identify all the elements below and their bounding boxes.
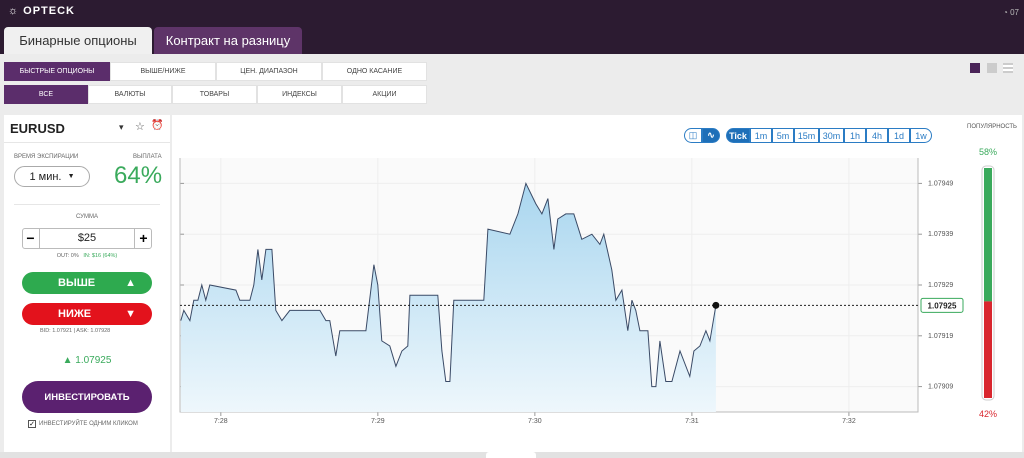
y-tick-label: 1.07929	[928, 282, 953, 289]
timeframe[interactable]: 1h	[844, 128, 866, 143]
tab-active[interactable]: Бинарные опционы	[4, 27, 152, 54]
invest-button[interactable]: ИНВЕСТИРОВАТЬ	[22, 381, 152, 413]
amount-label: СУММА	[76, 214, 98, 220]
asset-filter[interactable]: ВСЕ	[4, 85, 88, 104]
in: IN: $16 (64%)	[83, 253, 118, 259]
minus[interactable]: −	[22, 228, 40, 249]
bid-ask: BID: 1.07921 | ASK: 1.07928	[40, 328, 111, 334]
divider	[4, 142, 170, 143]
timeframe[interactable]: 30m	[819, 128, 844, 143]
clock: ◔ 07	[1003, 8, 1019, 17]
payout: 64%	[114, 162, 163, 189]
divider	[14, 204, 160, 205]
popularity-title: ПОПУЛЯРНОСТЬ	[967, 124, 1017, 130]
out-in: OUT: 0% IN: $16 (64%)	[4, 253, 170, 259]
timeframe[interactable]: Tick	[726, 128, 750, 143]
timeframe[interactable]: 1w	[910, 128, 932, 143]
expiry-label: ВРЕМЯ ЭКСПИРАЦИИ	[14, 154, 79, 160]
amount: $25	[77, 232, 97, 244]
area	[180, 183, 716, 412]
asset-filter[interactable]: ВАЛЮТЫ	[88, 85, 172, 104]
popularity-up	[984, 168, 992, 302]
x-tick-label: 7:28	[214, 418, 228, 425]
down-button[interactable]: НИЖЕ ▼	[22, 303, 152, 325]
y-tick-label: 1.07909	[928, 384, 953, 391]
current-price-label: 1.07925	[928, 301, 957, 310]
popularity-down-label: 42%	[979, 409, 997, 419]
down-arrow: ▼	[125, 308, 136, 320]
drawer-handle[interactable]	[486, 452, 536, 458]
view-list[interactable]	[1003, 63, 1013, 73]
asset-dropdown[interactable]: ▾	[119, 122, 124, 132]
expiry: 1 мин.	[29, 170, 62, 183]
x-tick-label: 7:32	[842, 418, 856, 425]
logo[interactable]: ☼ OPTECK	[8, 5, 75, 17]
line-toggle[interactable]: ∿	[702, 128, 720, 143]
view-grid[interactable]	[987, 63, 997, 73]
price: ▲ 1.07925	[62, 355, 112, 366]
expiry-select[interactable]: 1 мин. ▼	[14, 166, 90, 187]
plus[interactable]: +	[134, 228, 152, 249]
option-type[interactable]: ВЫШЕ/НИЖЕ	[110, 62, 216, 81]
time: 07	[1010, 8, 1019, 17]
view-single[interactable]	[970, 63, 980, 73]
alarm[interactable]: ⏰	[151, 120, 164, 131]
timeframe[interactable]: 4h	[866, 128, 888, 143]
last-point	[712, 301, 720, 309]
asset-filter[interactable]: ИНДЕКСЫ	[257, 85, 342, 104]
logo-text: OPTECK	[23, 5, 75, 17]
tab[interactable]: Контракт на разницу	[154, 27, 302, 54]
payout-label: ВЫПЛАТА	[133, 154, 162, 160]
option-type[interactable]: БЫСТРЫЕ ОПЦИОНЫ	[4, 62, 110, 81]
y-tick-label: 1.07939	[928, 231, 953, 238]
asset-filter[interactable]: ТОВАРЫ	[172, 85, 257, 104]
down-label: НИЖЕ	[58, 308, 92, 320]
up-arrow: ▲	[125, 277, 136, 289]
y-tick-label: 1.07949	[928, 180, 953, 187]
option-type[interactable]: ОДНО КАСАНИЕ	[322, 62, 427, 81]
option-type[interactable]: ЦЕН. ДИАПАЗОН	[216, 62, 322, 81]
timeframe[interactable]: 1m	[750, 128, 772, 143]
checkbox[interactable]: ✓	[28, 420, 36, 428]
favorite[interactable]: ☆	[135, 121, 145, 133]
amount-input[interactable]	[22, 228, 152, 249]
bid: BID: 1.07921	[40, 328, 73, 334]
popularity-up-label: 58%	[979, 147, 997, 157]
up-label: ВЫШЕ	[58, 277, 96, 289]
y-tick-label: 1.07919	[928, 333, 953, 340]
x-tick-label: 7:31	[685, 418, 699, 425]
x-tick-label: 7:29	[371, 418, 385, 425]
timeframe[interactable]: 1d	[888, 128, 910, 143]
up-button[interactable]: ВЫШЕ ▲	[22, 272, 152, 294]
ask: ASK: 1.07928	[76, 328, 111, 334]
caret: ▼	[67, 173, 75, 180]
candle-toggle[interactable]: ◫	[684, 128, 702, 143]
price-line	[180, 181, 717, 388]
asset[interactable]: EURUSD	[10, 121, 65, 136]
out: OUT: 0%	[56, 253, 79, 259]
x-tick-label: 7:30	[528, 418, 542, 425]
timeframe[interactable]: 5m	[772, 128, 794, 143]
timeframe[interactable]: 15m	[794, 128, 819, 143]
current-price-box	[920, 297, 964, 313]
asset-filter[interactable]: АКЦИИ	[342, 85, 427, 104]
price-value: 1.07925	[75, 355, 112, 366]
popularity-down	[984, 301, 992, 398]
one-click: ИНВЕСТИРУЙТЕ ОДНИМ КЛИКОМ	[39, 421, 138, 427]
